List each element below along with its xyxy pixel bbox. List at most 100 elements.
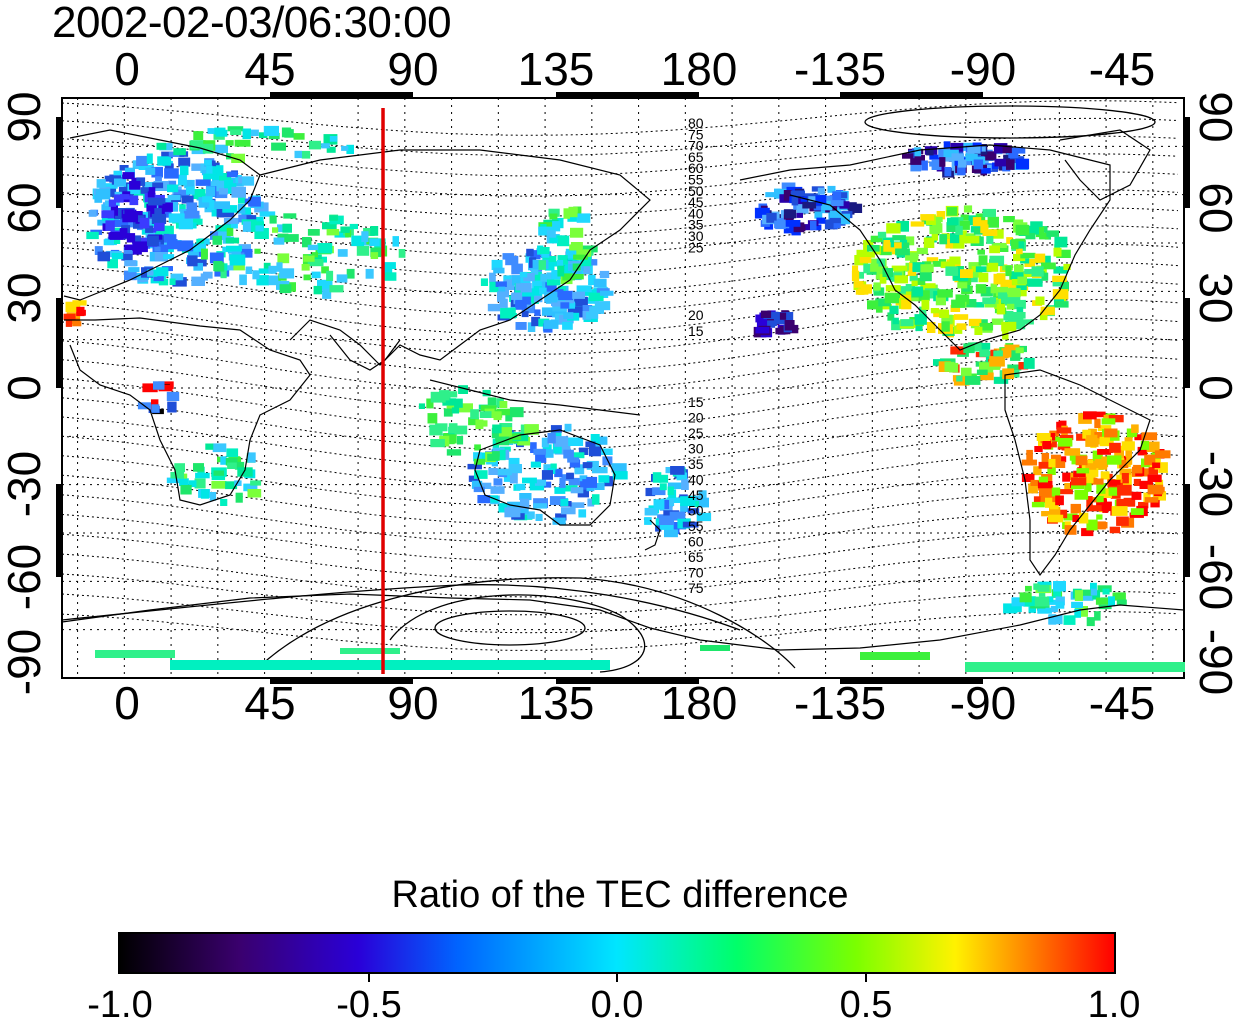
tec-patch bbox=[1007, 288, 1021, 298]
tec-patch bbox=[599, 448, 613, 455]
tec-patch bbox=[531, 269, 539, 275]
tec-patch bbox=[179, 165, 189, 176]
tec-patch bbox=[197, 466, 205, 478]
tec-patch bbox=[564, 423, 572, 432]
tec-patch bbox=[451, 407, 460, 414]
tec-patch bbox=[495, 281, 507, 287]
tec-patch bbox=[956, 323, 967, 330]
tec-patch bbox=[468, 417, 479, 426]
tec-patch bbox=[539, 287, 547, 295]
tec-patch bbox=[487, 397, 496, 406]
tec-patch bbox=[1056, 421, 1065, 430]
tec-patch bbox=[515, 283, 524, 291]
tec-patch bbox=[547, 432, 556, 444]
tec-patch bbox=[588, 292, 604, 302]
tec-patch bbox=[552, 300, 565, 307]
tec-patch bbox=[173, 148, 186, 156]
tec-patch bbox=[473, 452, 482, 462]
tec-patch bbox=[696, 512, 712, 522]
tec-patch bbox=[582, 305, 593, 313]
map-title: 2002-02-03/06:30:00 bbox=[52, 0, 452, 47]
tec-patch bbox=[589, 306, 604, 314]
tec-patch bbox=[1005, 265, 1012, 277]
tec-patch bbox=[895, 248, 910, 256]
tec-patch bbox=[513, 504, 529, 514]
tec-patch bbox=[241, 207, 251, 216]
tec-patch bbox=[225, 481, 238, 490]
tec-patch bbox=[1054, 236, 1068, 248]
tec-patch bbox=[219, 173, 232, 181]
contour-line bbox=[61, 550, 1179, 598]
tec-patch bbox=[195, 472, 210, 479]
tec-patch bbox=[137, 402, 154, 410]
contour-label: 65 bbox=[688, 549, 704, 565]
tec-patch bbox=[499, 449, 506, 461]
tec-patch bbox=[1064, 448, 1081, 456]
tec-patch bbox=[345, 230, 352, 238]
tec-patch bbox=[210, 231, 222, 240]
contour-label: 50 bbox=[688, 183, 704, 199]
tec-patch bbox=[535, 513, 543, 521]
tec-patch bbox=[503, 275, 517, 282]
tec-patch bbox=[1053, 581, 1066, 592]
contour-label: 75 bbox=[688, 126, 704, 142]
tec-patch bbox=[392, 236, 399, 247]
tec-patch bbox=[520, 282, 532, 293]
contour-label: 70 bbox=[688, 565, 704, 581]
tec-patch bbox=[1054, 301, 1069, 308]
tec-patch bbox=[911, 280, 918, 287]
tec-patch bbox=[158, 278, 169, 286]
contour-label: 20 bbox=[688, 410, 704, 426]
tec-patch bbox=[492, 424, 502, 434]
tec-patch bbox=[227, 126, 244, 132]
tec-patch bbox=[1091, 478, 1104, 485]
tec-patch bbox=[1059, 434, 1074, 441]
tec-patch bbox=[1133, 464, 1143, 474]
tec-patch bbox=[1030, 479, 1045, 486]
tec-patch bbox=[252, 270, 260, 280]
tec-patch bbox=[101, 204, 110, 211]
tec-patch bbox=[1050, 454, 1062, 463]
tec-patch bbox=[503, 473, 516, 482]
tec-patch bbox=[126, 233, 136, 243]
tec-patch bbox=[515, 300, 527, 310]
tec-patch bbox=[351, 235, 365, 247]
tec-patch bbox=[1075, 455, 1088, 466]
tec-patch bbox=[960, 214, 970, 221]
tec-patch bbox=[381, 264, 393, 274]
tec-patch bbox=[541, 307, 554, 316]
tec-patch bbox=[568, 301, 575, 309]
tec-patch bbox=[340, 648, 400, 654]
tec-patch bbox=[509, 407, 524, 418]
tec-patch bbox=[652, 487, 666, 496]
tec-patch bbox=[980, 219, 992, 227]
polar-contours bbox=[61, 105, 1156, 673]
tec-patch bbox=[259, 211, 276, 217]
tec-patch bbox=[273, 237, 285, 245]
tec-patch bbox=[1023, 357, 1035, 369]
tec-patch bbox=[857, 271, 864, 279]
tec-patch bbox=[522, 302, 532, 309]
tec-patch bbox=[1052, 436, 1060, 442]
tec-patch bbox=[110, 205, 118, 216]
tec-patch bbox=[569, 459, 581, 468]
tec-patch bbox=[560, 302, 570, 309]
tec-patch bbox=[562, 273, 575, 281]
tec-patch bbox=[220, 498, 228, 506]
tec-patch bbox=[1010, 312, 1026, 319]
top-tick-label: 45 bbox=[244, 43, 296, 95]
tec-patch bbox=[202, 143, 214, 154]
tec-patch bbox=[901, 299, 912, 310]
tec-patch bbox=[978, 255, 988, 266]
tec-patch bbox=[963, 205, 973, 213]
tec-patch bbox=[1094, 459, 1108, 470]
tec-patch bbox=[1015, 224, 1030, 236]
tec-patch bbox=[1092, 450, 1103, 461]
tec-patch bbox=[202, 196, 213, 203]
tec-patch bbox=[180, 485, 192, 495]
tec-patch bbox=[1116, 516, 1129, 526]
tec-patch bbox=[334, 231, 349, 238]
tec-patch bbox=[283, 213, 297, 219]
tec-patch bbox=[783, 226, 799, 234]
tec-patch bbox=[545, 282, 557, 294]
